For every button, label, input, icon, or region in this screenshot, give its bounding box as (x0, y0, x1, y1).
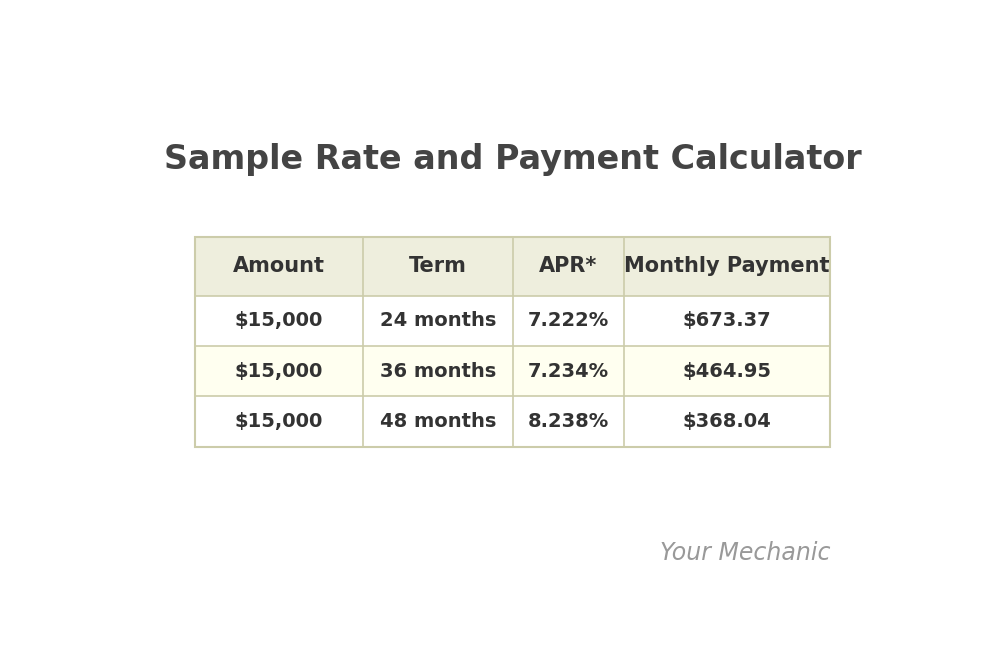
Text: $15,000: $15,000 (235, 362, 323, 381)
Text: Monthly Payment: Monthly Payment (624, 256, 830, 276)
Text: Amount: Amount (233, 256, 325, 276)
Text: Sample Rate and Payment Calculator: Sample Rate and Payment Calculator (164, 143, 861, 176)
Text: 7.222%: 7.222% (527, 311, 609, 330)
Text: Term: Term (409, 256, 467, 276)
Text: Your Mechanic: Your Mechanic (660, 540, 830, 564)
Text: $15,000: $15,000 (235, 311, 323, 330)
Text: 7.234%: 7.234% (528, 362, 609, 381)
Bar (195, 346, 830, 396)
Text: 48 months: 48 months (380, 412, 496, 431)
Text: APR*: APR* (539, 256, 597, 276)
Text: 24 months: 24 months (380, 311, 496, 330)
Text: 8.238%: 8.238% (527, 412, 609, 431)
Text: $368.04: $368.04 (683, 412, 771, 431)
Bar (195, 237, 830, 295)
Text: $673.37: $673.37 (683, 311, 771, 330)
Text: 36 months: 36 months (380, 362, 496, 381)
Text: $464.95: $464.95 (682, 362, 771, 381)
Bar (195, 295, 830, 346)
Bar (195, 396, 830, 447)
Text: $15,000: $15,000 (235, 412, 323, 431)
Bar (195, 237, 830, 447)
